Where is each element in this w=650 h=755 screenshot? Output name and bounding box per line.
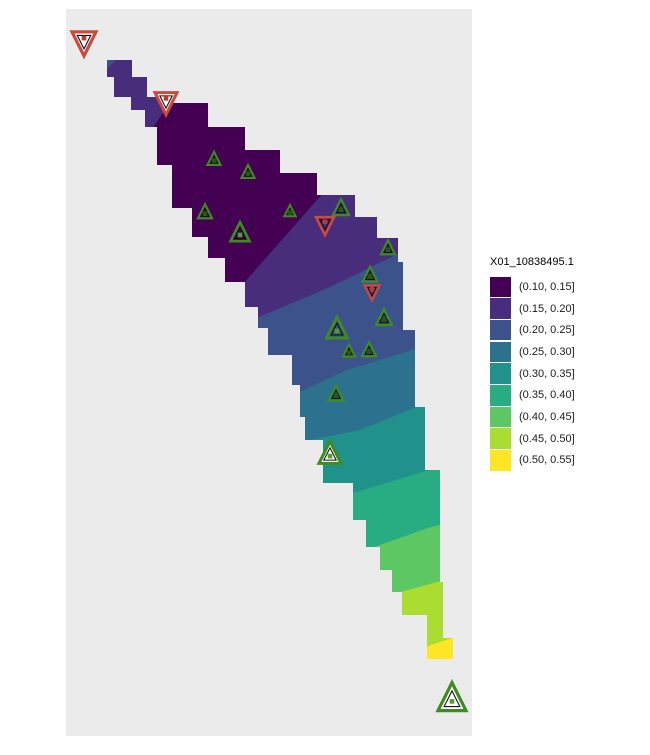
marker-center-square [81,35,87,41]
sample-marker-up [205,149,223,167]
marker-inner-triangle [330,321,344,336]
sample-marker-up [360,339,378,358]
marker-center-square [366,349,372,354]
legend-item: (0.20, 0.25] [490,319,575,341]
marker-center-square [287,210,293,215]
legend-item: (0.15, 0.20] [490,298,575,320]
legend-label: (0.40, 0.45] [519,410,575,423]
sample-marker-up [326,383,346,402]
marker-outer-triangle [374,306,394,327]
legend-item: (0.40, 0.45] [490,406,575,428]
marker-outer-triangle [360,264,380,283]
sample-marker-up [324,313,350,340]
legend-swatch [490,385,511,406]
legend-item: (0.35, 0.40] [490,384,575,406]
site-markers [69,30,469,713]
sample-marker-up [196,201,214,220]
marker-outer-triangle [326,383,346,402]
legend-swatch [490,341,511,363]
marker-inner-triangle [322,446,338,461]
legend-title: X01_10838495.1 [490,256,574,268]
sample-marker-up [282,202,298,218]
marker-outer-triangle [282,202,298,218]
marker-outer-triangle [228,219,252,243]
fill-legend: X01_10838495.1 (0.10, 0.15] (0.15, 0.20](… [490,256,575,471]
legend-swatch [490,428,511,449]
legend-item: (0.25, 0.30] [490,341,575,363]
legend-label: (0.10, 0.15] [519,280,575,293]
marker-outer-triangle [379,237,397,256]
marker-center-square [338,207,344,213]
marker-outer-triangle [360,339,378,358]
sample-marker-up [379,237,397,256]
sample-marker-up [316,437,344,465]
marker-outer-triangle [341,342,357,358]
marker-center-square [369,286,375,292]
sample-marker-up [360,264,380,283]
marker-center-square [346,350,352,355]
marker-outer-triangle [205,149,223,167]
marker-outer-triangle [331,196,351,217]
marker-center-square [334,328,340,334]
sample-marker-up [435,679,469,713]
legend-item: (0.10, 0.15] [490,276,575,298]
legend-item: (0.45, 0.50] [490,428,575,450]
sample-marker-up [228,219,252,243]
marker-center-square [367,274,373,280]
marker-outer-triangle [313,215,337,238]
sample-marker-down [152,91,180,119]
band-tip-corner [107,60,117,69]
marker-center-square [237,232,243,238]
marker-inner-triangle [443,689,461,708]
legend-label: (0.35, 0.40] [519,389,575,402]
marker-inner-triangle [158,95,174,110]
legend-label: (0.50, 0.55] [519,454,575,467]
marker-center-square [449,699,455,704]
legend-label: (0.45, 0.50] [519,432,575,445]
marker-center-square [385,247,391,252]
legend-label: (0.20, 0.25] [519,324,575,337]
sample-marker-up [239,162,257,180]
marker-center-square [322,219,328,225]
marker-center-square [211,158,217,163]
legend-swatch [490,298,511,319]
legend-swatch [490,406,511,428]
legend-swatch [490,363,511,384]
marker-center-square [163,96,169,101]
sample-marker-up [374,306,394,327]
marker-center-square [245,171,251,176]
sample-marker-down [313,215,337,238]
sample-marker-up [331,196,351,217]
legend-item: (0.50, 0.55] [490,450,575,472]
legend-rows: (0.10, 0.15] (0.15, 0.20] (0.20, 0.25] (0.2… [490,276,575,471]
sample-marker-down [69,30,99,60]
marker-center-square [333,393,339,399]
marker-center-square [202,211,208,216]
marker-outer-triangle [196,201,214,220]
sample-marker-up [341,342,357,358]
marker-center-square [327,453,333,459]
marker-outer-triangle [324,313,350,340]
legend-label: (0.25, 0.30] [519,345,575,358]
sample-marker-down [362,284,382,303]
legend-swatch [490,319,511,341]
marker-inner-triangle [233,226,247,239]
legend-item: (0.30, 0.35] [490,363,575,385]
marker-outer-triangle [362,284,382,303]
legend-swatch [490,450,511,471]
marker-inner-triangle [76,34,92,51]
marker-center-square [381,317,387,323]
legend-swatch [490,276,511,298]
legend-label: (0.30, 0.35] [519,367,575,380]
marker-outer-triangle [239,162,257,180]
legend-label: (0.15, 0.20] [519,302,575,315]
